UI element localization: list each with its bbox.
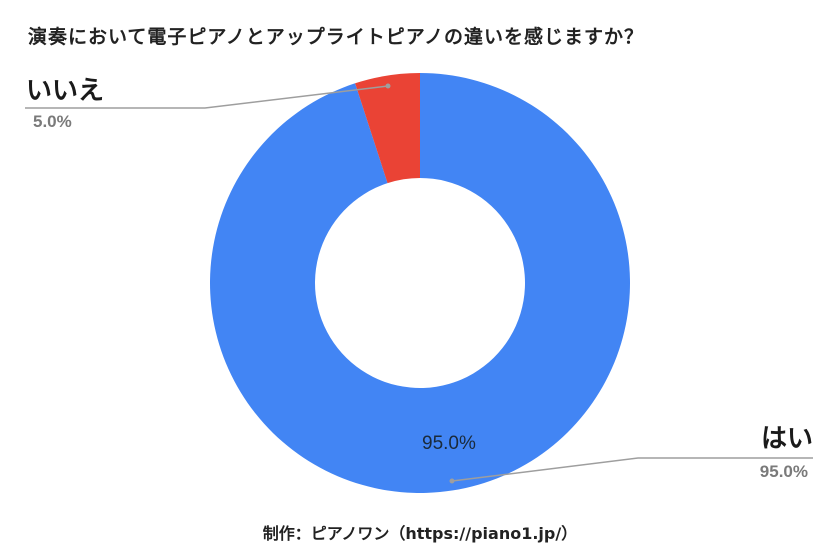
label-no-pct: 5.0% bbox=[33, 112, 72, 131]
leader-dot-no bbox=[385, 83, 391, 89]
leader-line-no bbox=[25, 85, 389, 109]
leader-line-yes bbox=[451, 457, 813, 482]
slice-yes[interactable] bbox=[210, 73, 631, 493]
label-no-name: いいえ bbox=[26, 76, 105, 106]
label-yes-name: はい bbox=[760, 424, 813, 454]
slice-yes-inner-label: 95.0% bbox=[422, 433, 476, 454]
slice-no[interactable] bbox=[355, 73, 420, 184]
chart-title: 演奏において電子ピアノとアップライトピアノの違いを感じますか？ bbox=[28, 26, 645, 48]
label-yes-pct: 95.0% bbox=[759, 462, 808, 481]
leader-dot-yes bbox=[449, 478, 455, 484]
credit-footer: 制作：ピアノワン（https://piano1.jp/） bbox=[262, 524, 578, 543]
